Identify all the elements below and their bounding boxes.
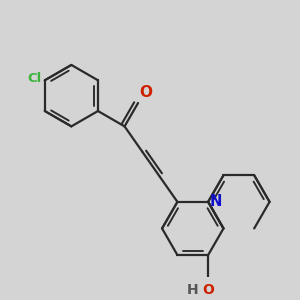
Text: Cl: Cl [27,72,41,86]
Text: O: O [140,85,152,100]
Text: H: H [187,283,198,297]
Text: O: O [202,283,214,297]
Text: N: N [210,194,222,209]
